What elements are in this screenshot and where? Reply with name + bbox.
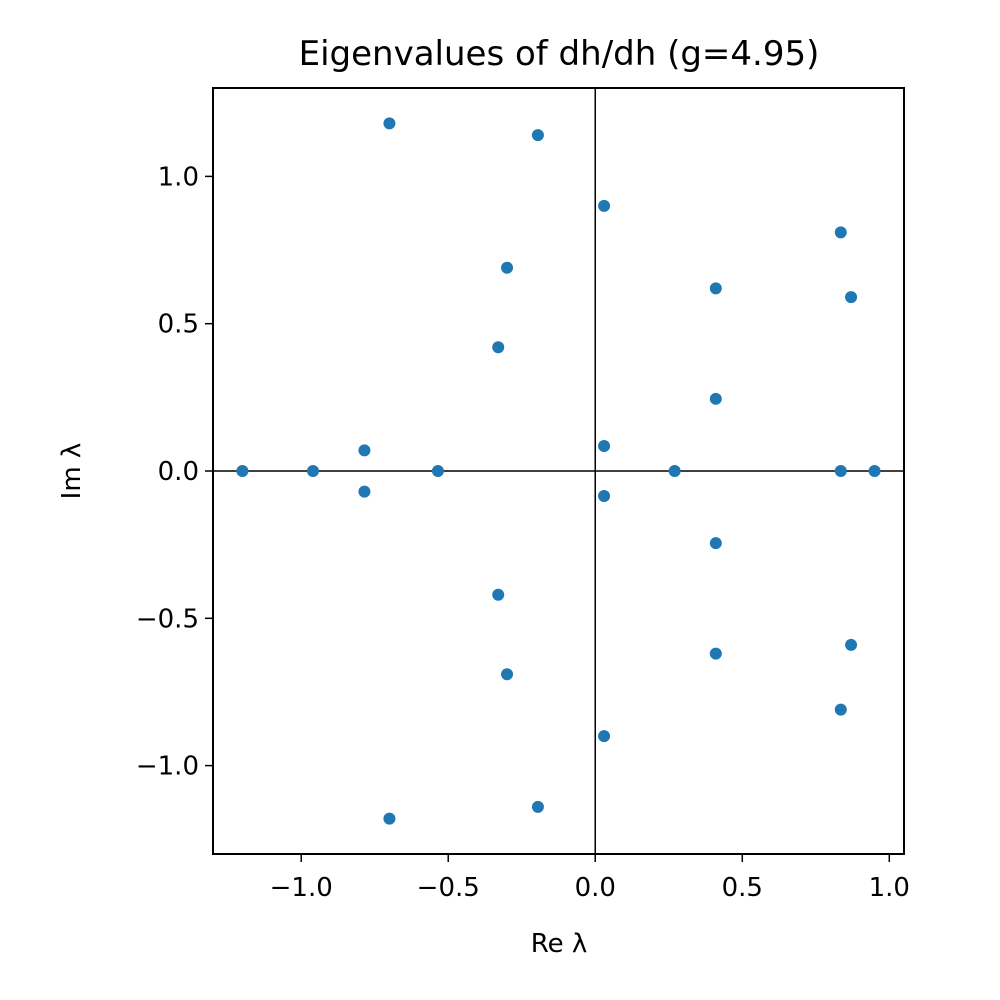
- scatter-point: [598, 490, 611, 503]
- y-tick-label: −0.5: [136, 604, 199, 634]
- scatter-point: [598, 730, 611, 743]
- x-tick-label: 0.0: [575, 873, 616, 903]
- scatter-point: [868, 465, 881, 477]
- scatter-point: [492, 588, 505, 601]
- scatter-point: [501, 261, 514, 274]
- scatter-point: [531, 129, 544, 142]
- y-tick-label: 0.5: [158, 310, 199, 340]
- scatter-point: [668, 465, 681, 477]
- scatter-point: [501, 668, 514, 681]
- scatter-point: [236, 465, 249, 477]
- x-axis-label: Re λ: [531, 929, 588, 959]
- scatter-point: [845, 638, 858, 651]
- scatter-point: [709, 647, 722, 660]
- y-tick-label: 1.0: [158, 162, 199, 192]
- scatter-point: [709, 537, 722, 550]
- scatter-point: [492, 341, 505, 354]
- chart-title: Eigenvalues of dh/dh (g=4.95): [299, 34, 820, 74]
- x-tick-label: −0.5: [417, 873, 480, 903]
- scatter-point: [598, 199, 611, 212]
- scatter-point: [306, 465, 319, 477]
- plot-area: [213, 88, 904, 854]
- x-axis-ticks: −1.0 −0.5 0.0 0.5 1.0: [270, 854, 910, 903]
- y-tick-label: −1.0: [136, 752, 199, 782]
- scatter-point: [431, 465, 444, 477]
- y-axis-label: Im λ: [57, 443, 87, 500]
- y-tick-label: 0.0: [158, 457, 199, 487]
- scatter-point: [834, 703, 847, 716]
- x-tick-label: 1.0: [869, 873, 910, 903]
- scatter-point: [383, 117, 396, 130]
- scatter-point: [358, 444, 371, 457]
- scatter-point: [383, 812, 396, 825]
- scatter-point: [845, 291, 858, 304]
- scatter-point: [834, 226, 847, 239]
- y-axis-ticks: 1.0 0.5 0.0 −0.5 −1.0: [136, 162, 213, 782]
- x-tick-label: −1.0: [270, 873, 333, 903]
- scatter-point: [598, 439, 611, 452]
- scatter-point: [709, 392, 722, 405]
- scatter-point: [358, 485, 371, 498]
- scatter-point: [709, 282, 722, 295]
- x-tick-label: 0.5: [722, 873, 763, 903]
- scatter-point: [531, 800, 544, 813]
- scatter-point: [834, 465, 847, 477]
